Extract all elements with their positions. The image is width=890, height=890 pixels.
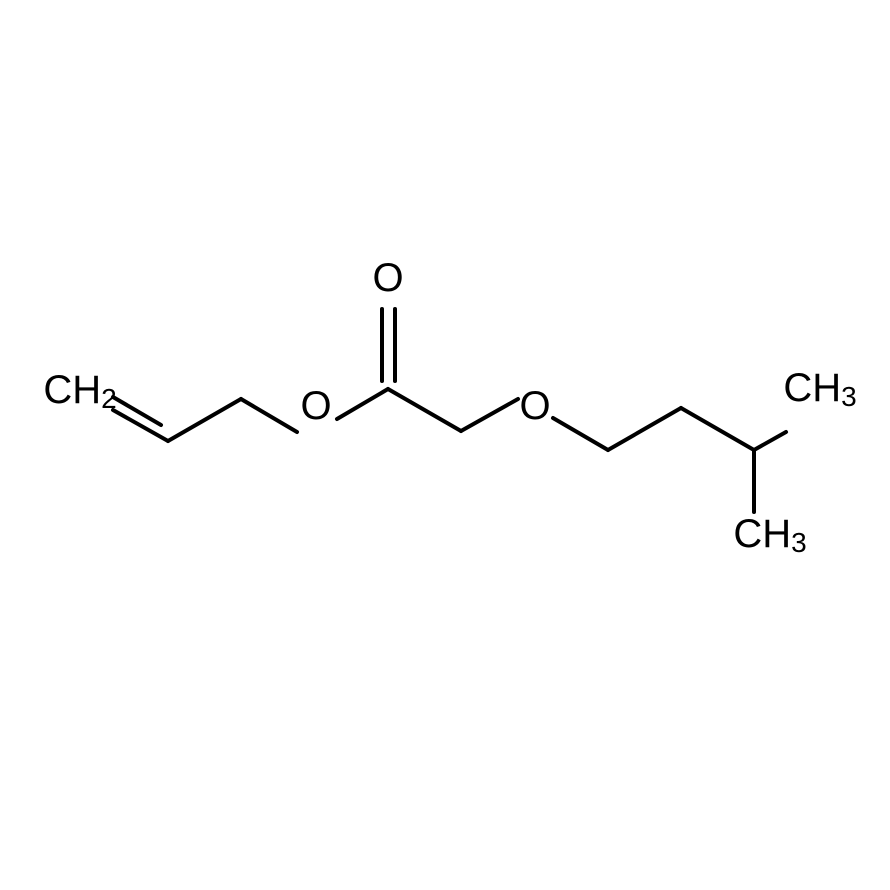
- bond: [168, 399, 241, 441]
- bond: [608, 408, 681, 450]
- molecule-diagram: CH2 O O O CH3 CH3: [0, 0, 890, 890]
- atom-label-O_ester: O: [300, 384, 331, 428]
- atom-label-CH3_b: CH3: [733, 512, 806, 559]
- bond: [681, 408, 754, 450]
- bond: [461, 399, 518, 431]
- atom-label-O_ether: O: [519, 384, 550, 428]
- bond: [754, 432, 786, 450]
- bond: [337, 389, 388, 419]
- atom-label-CH2: CH2: [43, 368, 116, 415]
- label-layer: CH2 O O O CH3 CH3: [43, 256, 856, 559]
- bond-layer: [113, 309, 786, 512]
- bond: [388, 389, 461, 431]
- bond: [113, 397, 161, 425]
- bond: [553, 418, 608, 450]
- atom-label-O_dbl: O: [372, 256, 403, 300]
- atom-label-CH3_a: CH3: [783, 366, 856, 413]
- bond: [241, 399, 297, 432]
